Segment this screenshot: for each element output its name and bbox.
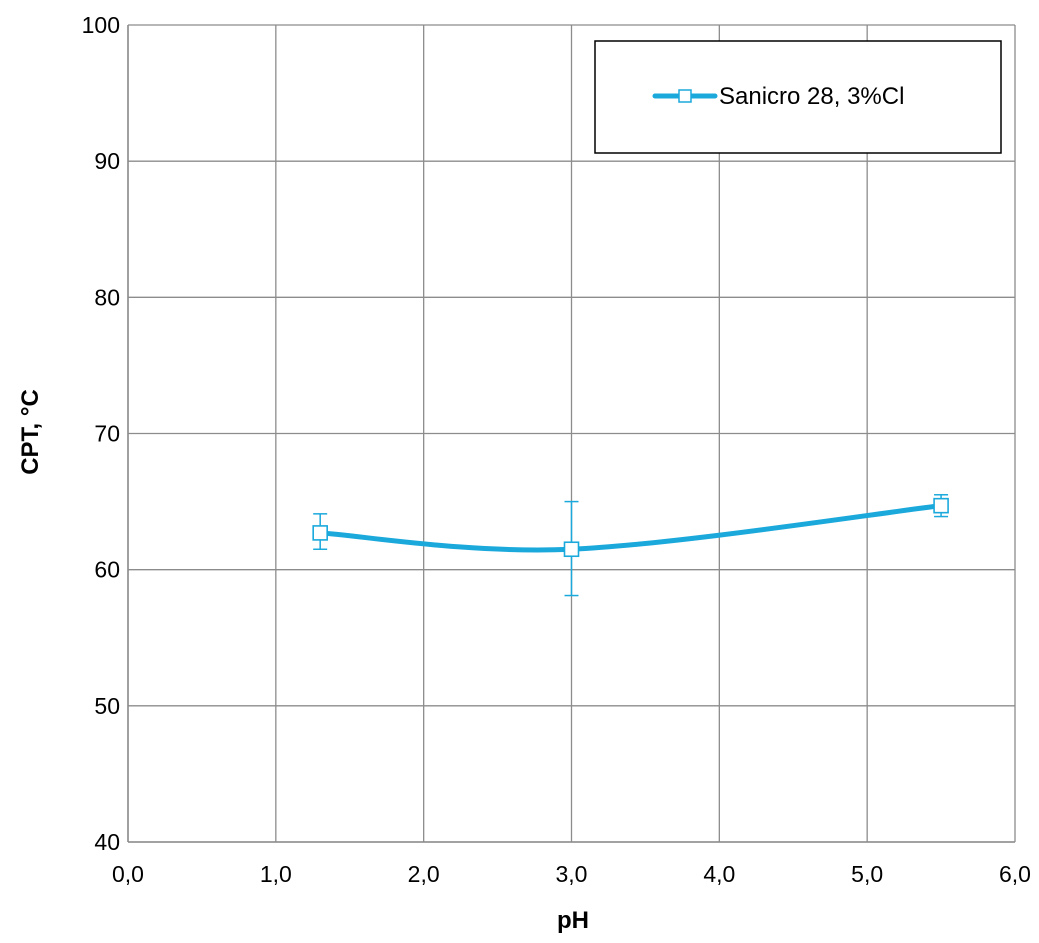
y-tick-label: 100 [82, 12, 120, 38]
x-tick-label: 0,0 [112, 861, 144, 887]
y-tick-label: 40 [94, 829, 120, 855]
y-tick-label: 90 [94, 148, 120, 174]
y-tick-label: 60 [94, 557, 120, 583]
data-point-marker [933, 497, 949, 514]
y-tick-label: 50 [94, 693, 120, 719]
y-tick-label: 70 [94, 421, 120, 447]
x-tick-label: 1,0 [260, 861, 292, 887]
x-tick-label: 2,0 [408, 861, 440, 887]
legend-label: Sanicro 28, 3%Cl [719, 83, 904, 110]
y-tick-label: 80 [94, 284, 120, 310]
legend-marker [678, 89, 692, 103]
x-tick-label: 6,0 [999, 861, 1031, 887]
x-tick-label: 4,0 [703, 861, 735, 887]
y-axis-title: CPT, °C [17, 389, 44, 475]
series-line [317, 503, 944, 553]
legend: Sanicro 28, 3%Cl [594, 40, 1002, 154]
axis-labels: 0,0 1,0 2,0 3,0 4,0 5,0 6,0 40 50 60 70 80 90 100 [82, 12, 1031, 887]
x-tick-label: 5,0 [851, 861, 883, 887]
x-tick-label: 3,0 [556, 861, 588, 887]
series-layer [312, 494, 949, 597]
data-point-marker [312, 525, 328, 541]
data-point-marker [563, 541, 580, 558]
x-axis-title: pH [557, 907, 589, 934]
